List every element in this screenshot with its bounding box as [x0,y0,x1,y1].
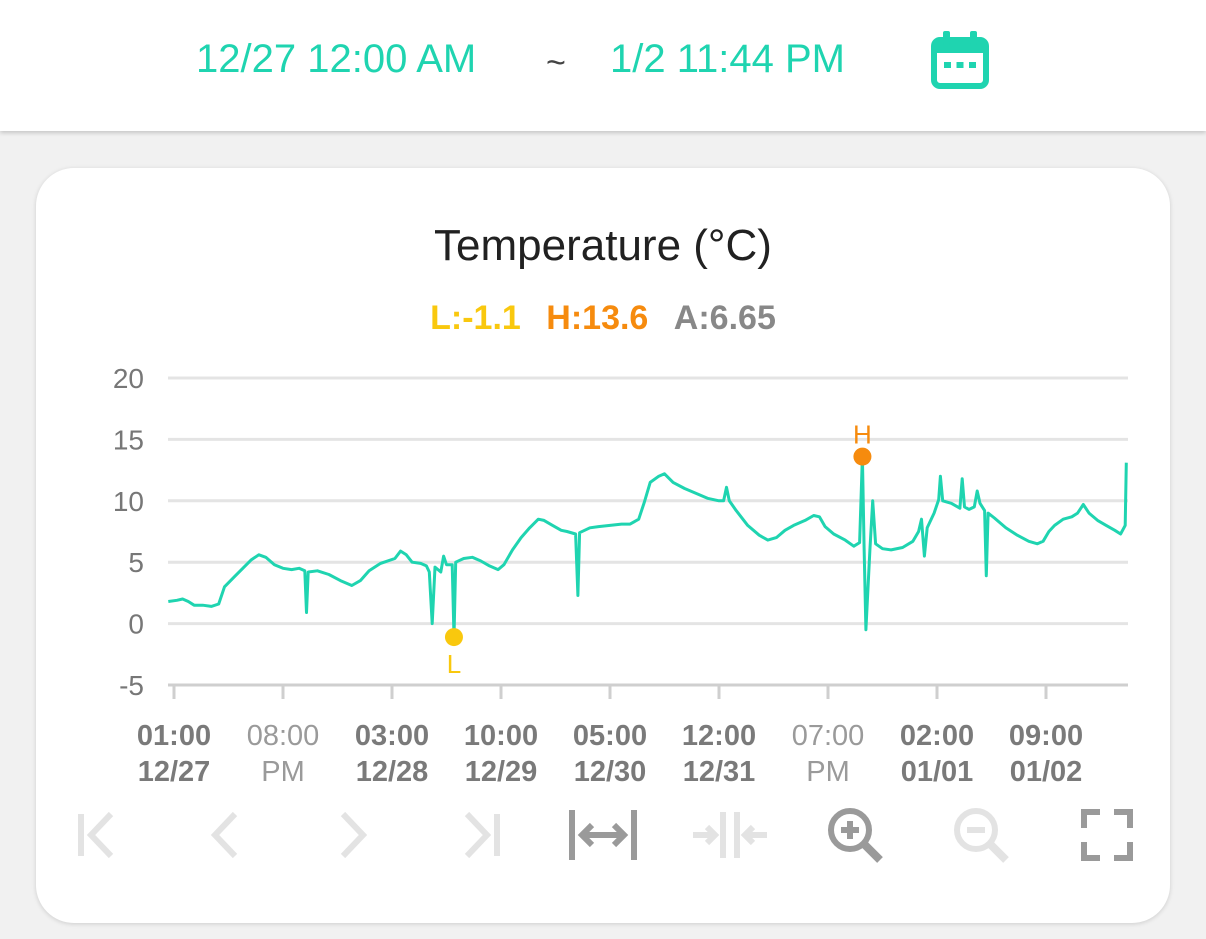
zoom-out-icon[interactable] [936,790,1026,880]
high-stat: H:13.6 [546,299,649,337]
x-tick-label: 12:00 [682,720,756,752]
y-tick-label: 15 [113,424,144,455]
y-tick-label: 0 [128,609,144,640]
stats-summary: L:-1.1 H:13.6 A:6.65 [0,298,1206,338]
y-tick-label: 10 [113,486,144,517]
x-tick-label: 10:00 [464,720,538,752]
calendar-icon[interactable] [928,28,992,92]
x-tick-label: 09:00 [1009,720,1083,752]
temperature-series-line [168,455,1128,639]
range-separator: ~ [546,44,566,82]
x-tick-label: 12/28 [356,756,429,788]
x-tick-label: 12/27 [138,756,211,788]
x-tick-label: 03:00 [355,720,429,752]
x-tick-label: 12/30 [574,756,647,788]
x-tick-label: 05:00 [573,720,647,752]
x-tick-label: 08:00 [247,720,320,752]
y-tick-label: -5 [119,670,144,701]
x-tick-label: PM [261,756,305,788]
high-marker-label: H [853,420,872,450]
chart-title: Temperature (°C) [434,221,772,270]
fit-width-icon[interactable] [558,790,648,880]
next-page-icon[interactable] [307,790,397,880]
low-stat: L:-1.1 [430,299,521,337]
x-tick-label: 02:00 [900,720,974,752]
x-tick-label: 01:00 [137,720,211,752]
x-tick-label: 12/29 [465,756,538,788]
chart-toolbar [0,790,1206,880]
compress-icon[interactable] [685,790,775,880]
range-end-date[interactable]: 1/2 11:44 PM [610,37,845,81]
last-page-icon[interactable] [433,790,523,880]
range-start-date[interactable]: 12/27 12:00 AM [196,37,477,81]
x-tick-label: 01/02 [1010,756,1083,788]
x-tick-label: 12/31 [683,756,756,788]
date-range-header: 12/27 12:00 AM ~ 1/2 11:44 PM [0,0,1206,131]
x-tick-label: 01/01 [901,756,974,788]
x-tick-label: PM [806,756,850,788]
high-point-marker [853,447,872,466]
low-marker-label: L [447,649,461,679]
zoom-in-icon[interactable] [810,790,900,880]
average-stat: A:6.65 [673,299,776,337]
y-tick-label: 5 [128,547,144,578]
fullscreen-icon[interactable] [1062,790,1152,880]
first-page-icon[interactable] [55,790,145,880]
x-tick-label: 07:00 [792,720,865,752]
chart-card [36,168,1170,923]
y-tick-label: 20 [113,363,144,394]
low-point-marker [444,628,463,647]
prev-page-icon[interactable] [181,790,271,880]
